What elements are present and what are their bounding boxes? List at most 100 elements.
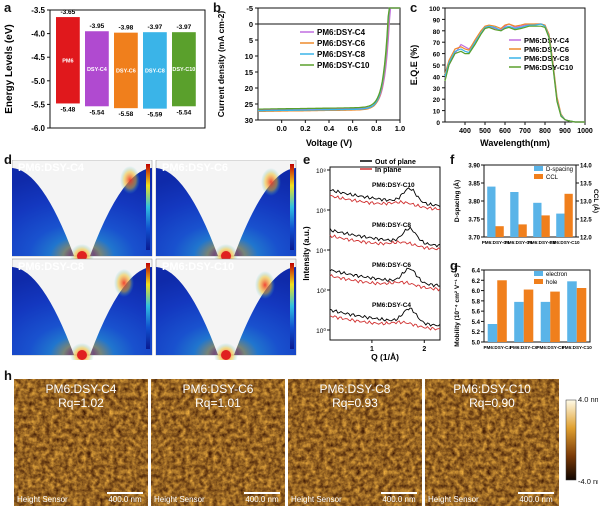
y-right-tick-label: 12.0	[580, 236, 592, 242]
panel-label-d: d	[4, 152, 12, 167]
y-tick-label: 5.8	[472, 299, 481, 305]
giwaxs-pattern	[12, 258, 153, 360]
legend-label: D-spacing	[546, 167, 573, 173]
y-tick-label: 6.4	[472, 269, 481, 275]
panel-label-c: c	[410, 0, 418, 15]
giwaxs-title-c8: PM6:DSY-C8	[18, 261, 85, 273]
y-tick-label: 25	[245, 100, 253, 109]
y-tick-label: 30	[245, 116, 253, 125]
panel-label-f: f	[450, 152, 455, 167]
x-axis-label: Voltage (V)	[306, 138, 352, 148]
y-tick-label: 10⁴	[316, 248, 326, 255]
y-tick-label: -5	[246, 4, 253, 13]
legend-label: PM6:DSY-C8	[524, 54, 569, 63]
x-tick-label: 0.8	[371, 124, 381, 133]
y-tick-label: 5.2	[472, 330, 481, 336]
giwaxs-pattern	[155, 258, 297, 360]
out-of-plane-curve	[329, 267, 441, 288]
y-tick-label: 3.75	[468, 218, 480, 224]
x-tick-label: PM6:DSY-C10	[549, 240, 580, 245]
x-axis-label: Q (1/Å)	[371, 352, 399, 362]
x-tick-label: 500	[479, 128, 491, 135]
afm-title: PM6:DSY-C8	[319, 382, 391, 396]
y-tick-label: 10	[433, 109, 441, 116]
x-tick-label: 0.6	[347, 124, 357, 133]
x-tick-label: PM6:DSY-C6	[510, 345, 538, 350]
x-tick-label: 700	[519, 128, 531, 135]
y-axis-label: Intensity (a.u.)	[302, 226, 311, 281]
y-tick-label: 5	[249, 36, 253, 45]
lumo-label: -3.97	[147, 24, 162, 31]
giwaxs-colorbar	[146, 164, 150, 250]
giwaxs-ip-region	[234, 267, 296, 355]
legend-label: PM6:DSY-C10	[524, 63, 573, 72]
giwaxs-pi-pi-peak	[255, 271, 275, 299]
y-right-tick-label: 13.0	[580, 200, 592, 206]
giwaxs-ip-region	[12, 267, 74, 355]
y-tick-label: 20	[433, 97, 441, 104]
curve-annotation: PM6:DSY-C8	[372, 222, 411, 229]
y-right-axis-label: CCL (Å)	[592, 189, 600, 213]
out-of-plane-curve	[329, 226, 441, 248]
x-tick-label: 400	[459, 128, 471, 135]
y-tick-label: 10²	[317, 288, 327, 295]
y-tick-label: -5.5	[31, 100, 45, 109]
afm-sensor-label: Height Sensor	[291, 495, 342, 504]
afm-colorbar: 4.0 nm -4.0 nm	[565, 395, 598, 486]
giwaxs-beamstop-peak	[221, 251, 231, 261]
y-tick-label: 6.2	[472, 279, 481, 285]
y-tick-label: 5.0	[472, 341, 481, 347]
x-axis-label: Wavelength(nm)	[480, 138, 550, 148]
legend-label: hole	[546, 280, 558, 286]
curve-annotation: PM6:DSY-C4	[372, 302, 411, 309]
afm-rq: Rq=1.02	[58, 396, 104, 410]
y-tick-label: 0	[249, 20, 253, 29]
bar	[556, 213, 565, 237]
afm-scale-bar: 400.0 nm	[381, 492, 417, 504]
y-tick-label: -4.0	[31, 30, 45, 39]
giwaxs-title-c10: PM6:DSY-C10	[162, 261, 235, 273]
lumo-label: -3.65	[60, 9, 75, 16]
y-axis-label: E.Q.E (%)	[409, 45, 419, 86]
plot-frame	[49, 9, 206, 129]
y-tick-label: 10	[245, 52, 253, 61]
out-of-plane-curve	[329, 187, 441, 207]
y-tick-label: 10⁸	[316, 168, 326, 175]
lumo-label: -3.95	[89, 23, 104, 30]
curve-annotation: PM6:DSY-C10	[372, 182, 415, 189]
afm-rq: Rq=0.93	[332, 396, 378, 410]
jv-curve-chart: 0.0 0.2 0.4 0.6 0.8 1.0 -5 0 5 10 15 20 25 30 Voltage …	[216, 4, 405, 148]
in-plane-curve	[329, 315, 440, 331]
energy-bar	[114, 32, 138, 109]
giwaxs-pattern	[12, 160, 153, 268]
x-tick-label: 800	[539, 128, 551, 135]
bar	[564, 193, 573, 237]
y-tick-label: 3.85	[468, 182, 480, 188]
giwaxs-ip-region	[156, 168, 218, 256]
legend-label: PM6:DSY-C6	[524, 45, 569, 54]
y-tick-label: 0	[436, 120, 440, 127]
x-tick-label: 1000	[577, 128, 593, 135]
giwaxs-beamstop-peak	[77, 350, 87, 360]
giwaxs-pi-pi-peak	[120, 166, 140, 194]
energy-bar	[56, 17, 80, 104]
in-plane-curve	[329, 234, 441, 251]
legend-swatch	[534, 271, 543, 276]
homo-label: -5.54	[176, 109, 191, 116]
x-tick-label: 0.0	[276, 124, 286, 133]
y-tick-label: 6.0	[472, 289, 481, 295]
jv-curve	[258, 7, 400, 112]
x-tick-label: PM6:DSY-C8	[536, 345, 564, 350]
material-label: DSY-C8	[145, 68, 165, 74]
curve-annotation: PM6:DSY-C6	[372, 262, 411, 269]
afm-scale-bar: 400.0 nm	[107, 492, 143, 504]
eqe-curve	[444, 23, 585, 123]
y-tick-label: 5.4	[472, 320, 481, 326]
y-tick-label: 60	[433, 52, 441, 59]
energy-bar	[143, 32, 167, 109]
giwaxs-grid: PM6:DSY-C4 PM6:DSY-C6 PM6:DSY-C8 PM6:DSY…	[12, 160, 298, 360]
afm-colorbar-min: -4.0 nm	[578, 477, 598, 486]
d-spacing-ccl-chart: 3.70 3.75 3.80 3.85 3.90 D-spacing (Å) 12.0 12.…	[452, 164, 600, 246]
homo-label: -5.58	[118, 111, 133, 118]
y-tick-label: 90	[433, 17, 441, 24]
